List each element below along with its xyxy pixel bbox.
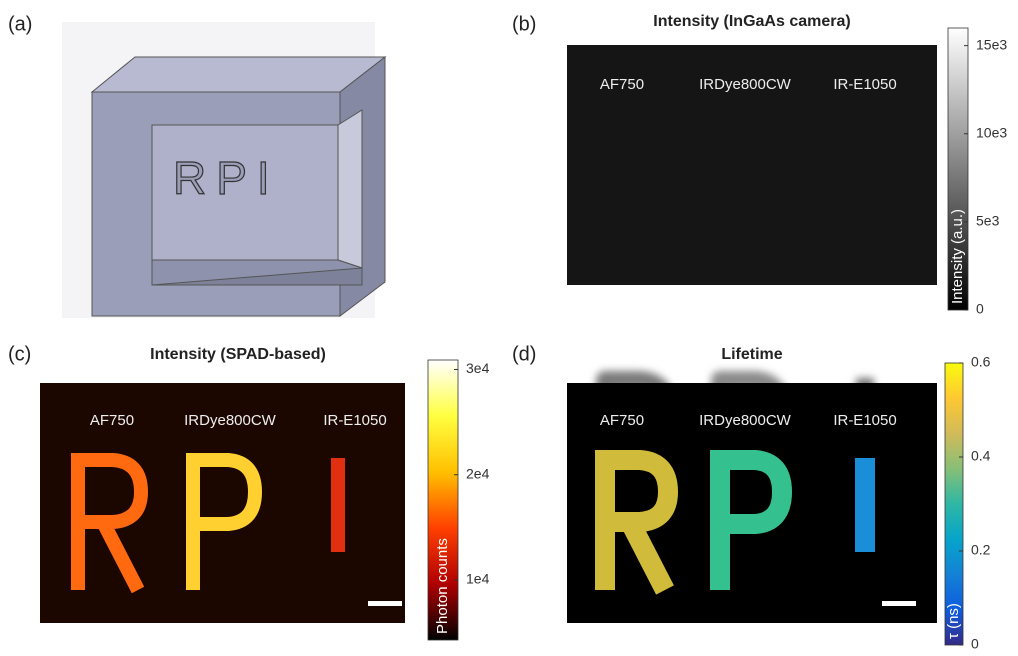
box-render: RPI xyxy=(62,22,385,318)
panel-title: Lifetime xyxy=(721,346,782,363)
colorbar-tick-label: 0.6 xyxy=(971,354,991,370)
colorbar-tick-label: 1e4 xyxy=(466,571,490,587)
colorbar-tick-label: 0.4 xyxy=(971,448,991,464)
scale-bar xyxy=(882,601,916,606)
colorbar-tick-label: 0 xyxy=(971,636,979,652)
model-text: RPI xyxy=(173,152,280,204)
colorbar-tick-label: 5e3 xyxy=(976,213,1000,229)
image-label: AF750 xyxy=(600,412,644,429)
panel: (c) Intensity (SPAD-based) AF750 IRDye800CW… xyxy=(8,343,490,640)
image-label: IR-E1050 xyxy=(323,412,386,429)
image-label: IRDye800CW xyxy=(184,412,277,429)
colorbar-tick-label: 3e4 xyxy=(466,360,490,376)
colorbar-tick-label: 15e3 xyxy=(976,36,1007,52)
image-label: IR-E1050 xyxy=(833,76,896,93)
panel-label: (c) xyxy=(8,343,31,365)
panel-title: Intensity (InGaAs camera) xyxy=(653,13,850,30)
image-label: IR-E1050 xyxy=(833,412,896,429)
colorbar-label: τ (ns) xyxy=(945,603,962,639)
colorbar-tick-label: 0.2 xyxy=(971,542,991,558)
colorbar xyxy=(945,363,963,645)
panel-label: (b) xyxy=(512,13,536,35)
panel-label: (a) xyxy=(8,13,32,35)
colorbar-label: Intensity (a.u.) xyxy=(949,209,966,304)
colorbar-tick-label: 2e4 xyxy=(466,465,490,481)
scale-bar xyxy=(368,601,402,606)
colorbar-tick-label: 10e3 xyxy=(976,124,1007,140)
colorbar-label: Photon counts xyxy=(434,538,451,634)
panel: (d) Lifetime AF750 IRDye800CW IR-E1050 0 0.2 0.… xyxy=(512,343,991,651)
colorbar-tick-label: 0 xyxy=(976,301,984,317)
image-label: AF750 xyxy=(90,412,134,429)
panel-title: Intensity (SPAD-based) xyxy=(150,346,326,363)
panel-label: (d) xyxy=(512,343,536,365)
figure: RPI (a) (b) Intensity (InGaAs camera) AF75… xyxy=(0,0,1018,656)
image-label: IRDye800CW xyxy=(699,412,792,429)
image-label: IRDye800CW xyxy=(699,76,792,93)
image-label: AF750 xyxy=(600,76,644,93)
